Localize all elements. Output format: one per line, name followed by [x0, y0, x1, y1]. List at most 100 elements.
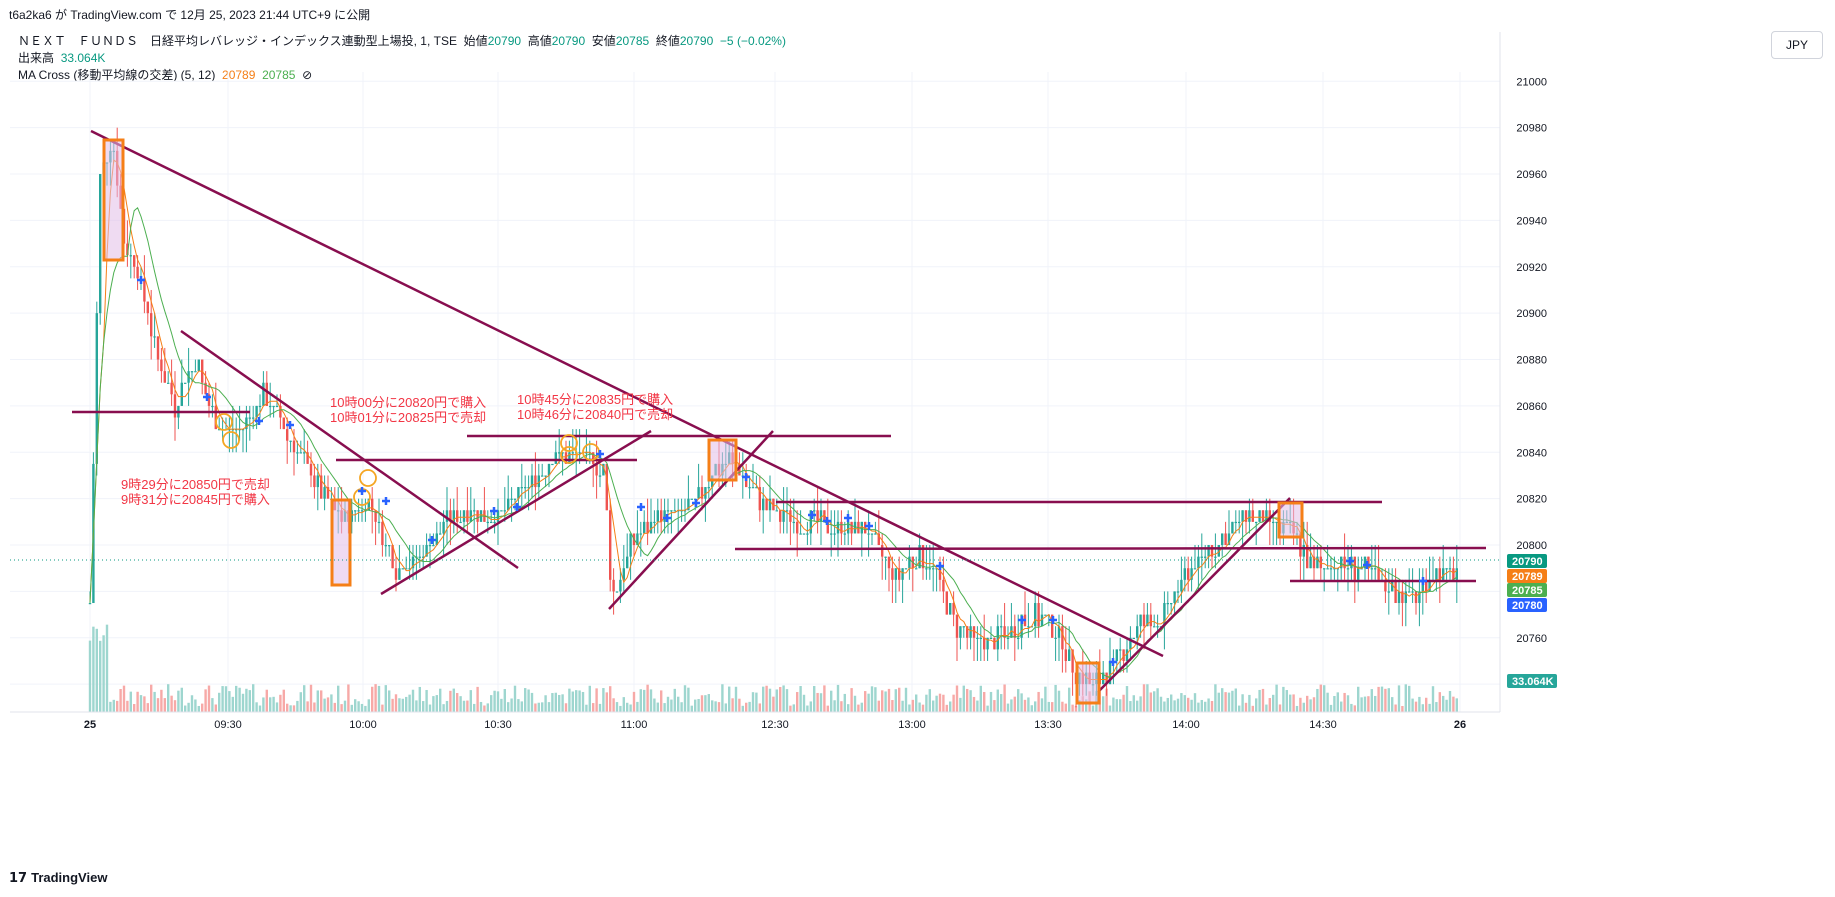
candle-body: [1428, 579, 1431, 592]
candle-body: [966, 626, 969, 638]
candle-body: [1333, 568, 1336, 570]
volume-bar: [99, 640, 102, 712]
indicator-name[interactable]: MA Cross (移動平均線の交差) (5, 12): [18, 68, 216, 82]
candle-body: [762, 498, 765, 511]
volume-bar: [1241, 694, 1244, 712]
volume-bar: [1037, 691, 1040, 712]
candle-body: [167, 382, 170, 384]
candle-body: [1214, 556, 1217, 558]
x-tick-label: 13:00: [898, 719, 926, 731]
volume-bar: [1377, 686, 1380, 712]
candle-body: [799, 533, 802, 535]
volume-bar: [853, 695, 857, 712]
volume-bar: [813, 686, 816, 712]
volume-bar: [884, 691, 887, 712]
volume-bar: [1057, 690, 1061, 712]
volume-bar: [857, 704, 860, 712]
candle-body: [993, 637, 996, 650]
x-tick-label: 26: [1454, 719, 1466, 731]
candle-body: [949, 603, 952, 615]
volume-bar: [1323, 685, 1326, 712]
candle-body: [1384, 579, 1387, 592]
volume-bar: [979, 685, 982, 712]
candle-body: [184, 382, 187, 384]
candle-body: [456, 510, 459, 522]
candle-body: [986, 637, 989, 650]
volume-bar: [1176, 698, 1180, 712]
volume-bar: [1333, 695, 1336, 712]
candle-body: [1068, 649, 1071, 661]
volume-bar: [177, 690, 180, 712]
volume-bar: [398, 698, 401, 712]
candle-body: [765, 498, 768, 511]
candle-body: [656, 510, 659, 522]
candle-body: [286, 429, 289, 441]
candle-body: [935, 568, 938, 570]
trendline: [90, 129, 1164, 658]
volume-bar: [962, 685, 965, 712]
high-label: 高値: [527, 34, 552, 48]
volume-bar: [1384, 688, 1387, 712]
candle-body: [425, 545, 428, 557]
candle-body: [1350, 556, 1353, 569]
trendline: [734, 546, 1487, 551]
candle-body: [1173, 591, 1176, 604]
candle-body: [530, 475, 534, 488]
volume-bar: [1108, 705, 1112, 712]
volume-bar: [1452, 696, 1455, 712]
volume-bar: [1023, 699, 1027, 712]
candle-body: [1044, 614, 1047, 616]
candle-body: [823, 510, 826, 522]
candle-body: [377, 521, 381, 524]
candle-body: [1020, 614, 1023, 638]
volume-bar: [1404, 684, 1407, 712]
time-axis[interactable]: 25 09:30 10:00 10:30 11:00 12:30 13:00 13:30 14:…: [10, 711, 1500, 731]
volume-bar: [1255, 698, 1258, 712]
candle-body: [99, 174, 102, 314]
footer-brand[interactable]: 𝟭𝟳 TradingView: [9, 870, 107, 886]
volume-bar: [728, 686, 731, 712]
volume-bar: [462, 700, 466, 712]
volume-bar: [843, 693, 846, 712]
candle-body: [1129, 637, 1132, 650]
x-tick-label: 14:00: [1172, 719, 1200, 731]
symbol-name[interactable]: ＮＥＸＴ ＦＵＮＤＳ 日経平均レバレッジ・インデックス連動型上場投, 1, TS…: [18, 34, 457, 48]
volume-bar: [904, 687, 908, 712]
candle-body: [877, 533, 880, 546]
price-axis[interactable]: 2074020760207802080020820208402086020880…: [1499, 32, 1547, 712]
volume-bar: [721, 684, 724, 712]
candle-body: [969, 626, 972, 638]
volume-bar: [337, 685, 340, 712]
volume-bar: [802, 694, 806, 712]
candle-body: [738, 463, 741, 476]
open-label: 始値: [463, 34, 488, 48]
volume-bar: [272, 696, 275, 712]
candle-body: [748, 487, 751, 489]
volume-bar: [524, 688, 527, 712]
volume-bar: [1363, 696, 1367, 712]
candle-body: [649, 521, 653, 534]
volume-label[interactable]: 出来高: [18, 51, 55, 65]
volume-bar: [343, 700, 347, 712]
volume-bar: [510, 698, 513, 712]
eye-off-icon[interactable]: ⊘: [302, 68, 313, 82]
volume-row: 出来高 33.064K: [18, 50, 786, 67]
candle-body: [357, 510, 360, 512]
volume-bar: [235, 685, 238, 712]
candle-body: [1248, 510, 1251, 522]
publish-bar: t6a2ka6 が TradingView.com で 12月 25, 2023…: [0, 0, 1835, 26]
candle-body: [605, 463, 608, 511]
candle-body: [836, 521, 840, 534]
candle-body: [1051, 614, 1054, 638]
volume-bar: [340, 704, 343, 712]
volume-bar: [1238, 705, 1241, 712]
volume-bar: [275, 702, 279, 712]
volume-bar: [513, 685, 517, 712]
currency-button[interactable]: JPY: [1771, 31, 1823, 59]
candle-body: [1455, 568, 1458, 580]
volume-bar: [1207, 698, 1210, 712]
candle-body: [207, 394, 211, 406]
volume-bar: [1394, 704, 1397, 712]
candle-body: [1442, 568, 1445, 580]
